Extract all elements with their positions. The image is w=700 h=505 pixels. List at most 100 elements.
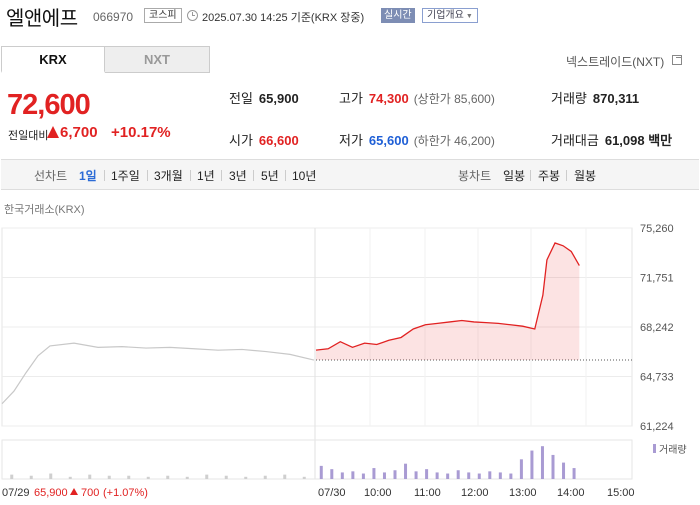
volume-bar-today [477,473,481,479]
volume-bar-prev [68,476,72,479]
tab-divider [285,170,286,181]
tab-krx[interactable]: KRX [1,46,105,73]
line-chart-label: 선차트 [34,169,68,183]
tab-period-10y[interactable]: 10년 [292,169,317,183]
tab-divider [190,170,191,181]
footer-up-triangle-icon [70,488,78,495]
volume-bar-prev [88,474,92,479]
volume-bar-today [372,468,376,479]
company-overview-label: 기업개요 [427,10,464,21]
stat-sub: (하한가 46,200) [413,134,495,148]
volume-bar-today [488,471,492,479]
stat-value: 65,900 [258,91,299,106]
volume-bar-today [340,472,344,479]
volume-bar-today [509,473,513,479]
tab-period-1d[interactable]: 1일 [79,169,97,183]
tab-period-3y[interactable]: 3년 [229,169,247,183]
volume-bar-prev [146,476,150,479]
stock-code: 066970 [93,10,134,24]
volume-bar-prev [166,475,170,479]
volume-bar-today [425,469,429,479]
nextrade-link[interactable]: 넥스트레이드(NXT) [566,55,665,69]
tab-divider [566,170,567,181]
tab-divider [104,170,105,181]
chart-period-tabs: 선차트 1일 1주일 3개월 1년 3년 5년 10년 봉차트 일봉 주봉 월봉 [1,159,699,190]
volume-bar-today [456,470,460,479]
up-triangle-icon [47,126,59,138]
volume-bar-prev [49,473,53,479]
volume-bar-today [382,472,386,479]
chart-caption: 한국거래소(KRX) [4,204,85,216]
volume-legend-label: 거래량 [659,444,687,456]
stat-value: 66,600 [258,133,299,148]
tab-divider [253,170,254,181]
volume-bar-today [572,468,576,479]
x-tick-label: 07/30 [318,487,346,499]
volume-bar-prev [127,475,131,479]
change-percent: +10.17% [111,124,171,141]
stat-amount: 거래대금 61,098 백만 [551,130,672,149]
tab-period-1w[interactable]: 1주일 [111,169,140,183]
stock-name: 엘앤에프 [6,8,78,30]
volume-bar-prev [185,476,189,479]
realtime-badge: 실시간 [381,8,415,23]
caret-down-icon: ▼ [465,13,473,20]
stat-volume: 거래량 870,311 [551,88,639,107]
volume-bar-today [446,473,450,479]
stat-label: 거래량 [551,91,587,106]
volume-bar-today [551,454,555,479]
x-tick-label: 11:00 [414,487,441,499]
stat-label: 저가 [339,133,363,148]
tab-period-3m[interactable]: 3개월 [154,169,183,183]
external-link-icon[interactable] [672,55,682,65]
company-overview-button[interactable]: 기업개요 ▼ [422,8,478,23]
prev-day-series [1,342,315,405]
stat-value: 61,098 백만 [604,133,673,148]
volume-frame [1,439,633,480]
stat-value: 870,311 [592,91,640,106]
volume-bar-prev [263,475,267,479]
stat-label: 고가 [339,91,363,106]
market-badge: 코스피 [144,8,182,23]
tab-candle-daily[interactable]: 일봉 [503,169,526,183]
volume-bars [10,446,576,479]
volume-bar-prev [244,476,248,479]
exchange-tabs: KRX NXT [1,46,210,73]
volume-bar-today [414,471,418,479]
tab-candle-monthly[interactable]: 월봉 [574,169,597,183]
tab-candle-weekly[interactable]: 주봉 [538,169,561,183]
x-axis: 07/30 10:00 11:00 12:00 13:00 14:00 15:00 [318,487,635,499]
stat-sub: (상한가 85,600) [413,92,495,106]
timestamp: 2025.07.30 14:25 기준(KRX 장중) [202,12,365,24]
volume-bar-prev [224,475,228,479]
tab-divider [530,170,531,181]
volume-bar-prev [283,474,287,479]
footer-pct: (+1.07%) [103,487,148,499]
volume-bar-today [361,473,365,479]
change-amount: 6,700 [60,124,98,141]
y-tick-label: 68,242 [640,322,674,334]
stat-high: 고가 74,300 (상한가 85,600) [339,88,495,107]
candle-chart-label: 봉차트 [458,169,492,183]
volume-bar-today [319,465,323,479]
x-tick-label: 14:00 [557,487,585,499]
volume-bar-today [540,446,544,479]
tab-nxt[interactable]: NXT [105,46,210,73]
volume-legend-swatch [653,444,656,453]
volume-bar-prev [205,474,209,479]
tab-period-1y[interactable]: 1년 [197,169,215,183]
chart-footer: 07/29 65,900 700 (+1.07%) [2,487,148,499]
stat-value: 65,600 [368,133,409,148]
price-lines [1,242,632,405]
stat-open: 시가 66,600 [229,130,299,149]
x-tick-label: 13:00 [509,487,537,499]
x-tick-label: 12:00 [461,487,489,499]
x-tick-label: 15:00 [607,487,635,499]
volume-bar-prev [302,476,306,479]
stock-header: 엘앤에프 066970 코스피 2025.07.30 14:25 기준(KRX … [0,0,700,34]
tab-period-5y[interactable]: 5년 [261,169,279,183]
volume-bar-prev [10,474,14,479]
stat-low: 저가 65,600 (하한가 46,200) [339,130,495,149]
volume-bar-today [351,471,355,479]
